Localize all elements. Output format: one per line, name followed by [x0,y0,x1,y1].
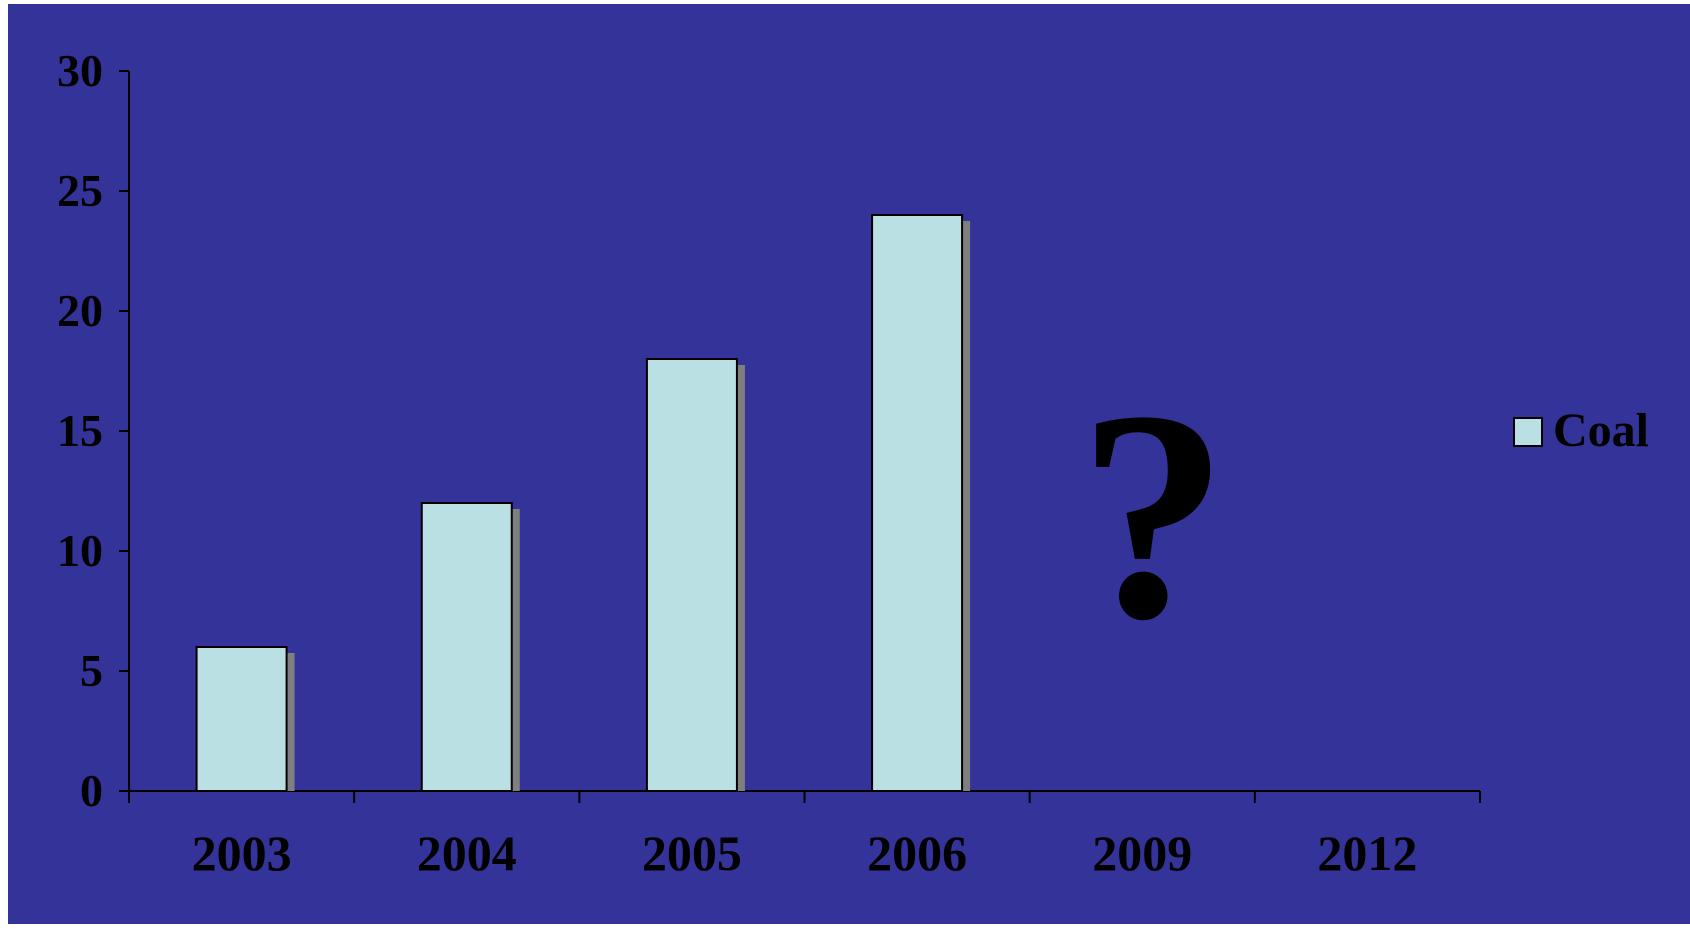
x-tick-label: 2005 [642,825,742,881]
x-tick-label: 2006 [867,825,967,881]
chart-area: 0 5 10 15 20 25 30 2003 2004 2005 2006 2009 2012 ? … [8,4,1690,924]
y-tick-label: 0 [80,765,103,816]
y-tick-label: 15 [57,405,103,456]
y-tick-label: 10 [57,525,103,576]
x-tick-label: 2009 [1092,825,1192,881]
bar-2003 [195,646,288,792]
y-axis: 0 5 10 15 20 25 30 [57,45,130,816]
bar-2006 [871,214,964,792]
y-tick-label: 30 [57,45,103,96]
bars [195,214,971,792]
bar-2005 [645,358,738,792]
y-tick-label: 20 [57,285,103,336]
y-tick-label: 25 [57,165,103,216]
bar-2004 [420,502,513,792]
x-tick-label: 2003 [192,825,292,881]
question-mark-annotation: ? [1078,349,1228,681]
legend-label-coal: Coal [1553,404,1649,457]
x-tick-label: 2012 [1317,825,1417,881]
legend: Coal [1513,404,1649,457]
x-axis: 2003 2004 2005 2006 2009 2012 [128,790,1481,881]
x-tick-label: 2004 [417,825,517,881]
y-tick-label: 5 [80,645,103,696]
legend-swatch-coal [1513,417,1543,447]
